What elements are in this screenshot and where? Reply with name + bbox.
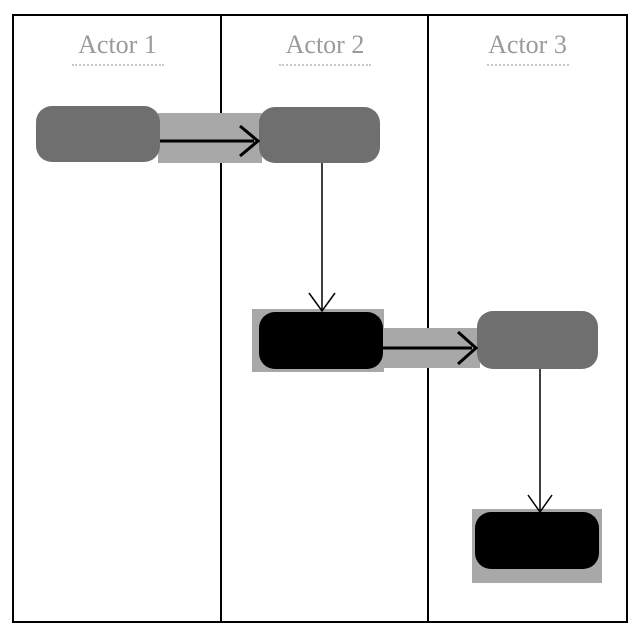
lane-title-actor-1: Actor 1 (14, 30, 221, 66)
activity-node-actor-2-first[interactable] (259, 107, 380, 163)
activity-node-actor-2-second[interactable] (259, 312, 383, 369)
connector-highlight-2 (380, 328, 480, 368)
connector-highlight-1 (158, 113, 262, 163)
lane-title-underline (486, 64, 569, 66)
activity-node-actor-1[interactable] (36, 106, 160, 162)
lane-actor-2: Actor 2 (220, 14, 428, 623)
lane-title-underline (279, 64, 371, 66)
lane-actor-3: Actor 3 (427, 14, 628, 623)
lane-title-actor-2: Actor 2 (222, 30, 428, 66)
activity-node-actor-3-first[interactable] (477, 311, 598, 369)
lane-title-underline (71, 64, 164, 66)
lane-title-actor-3: Actor 3 (429, 30, 626, 66)
activity-node-actor-3-second[interactable] (475, 512, 599, 569)
lane-actor-1: Actor 1 (12, 14, 221, 623)
